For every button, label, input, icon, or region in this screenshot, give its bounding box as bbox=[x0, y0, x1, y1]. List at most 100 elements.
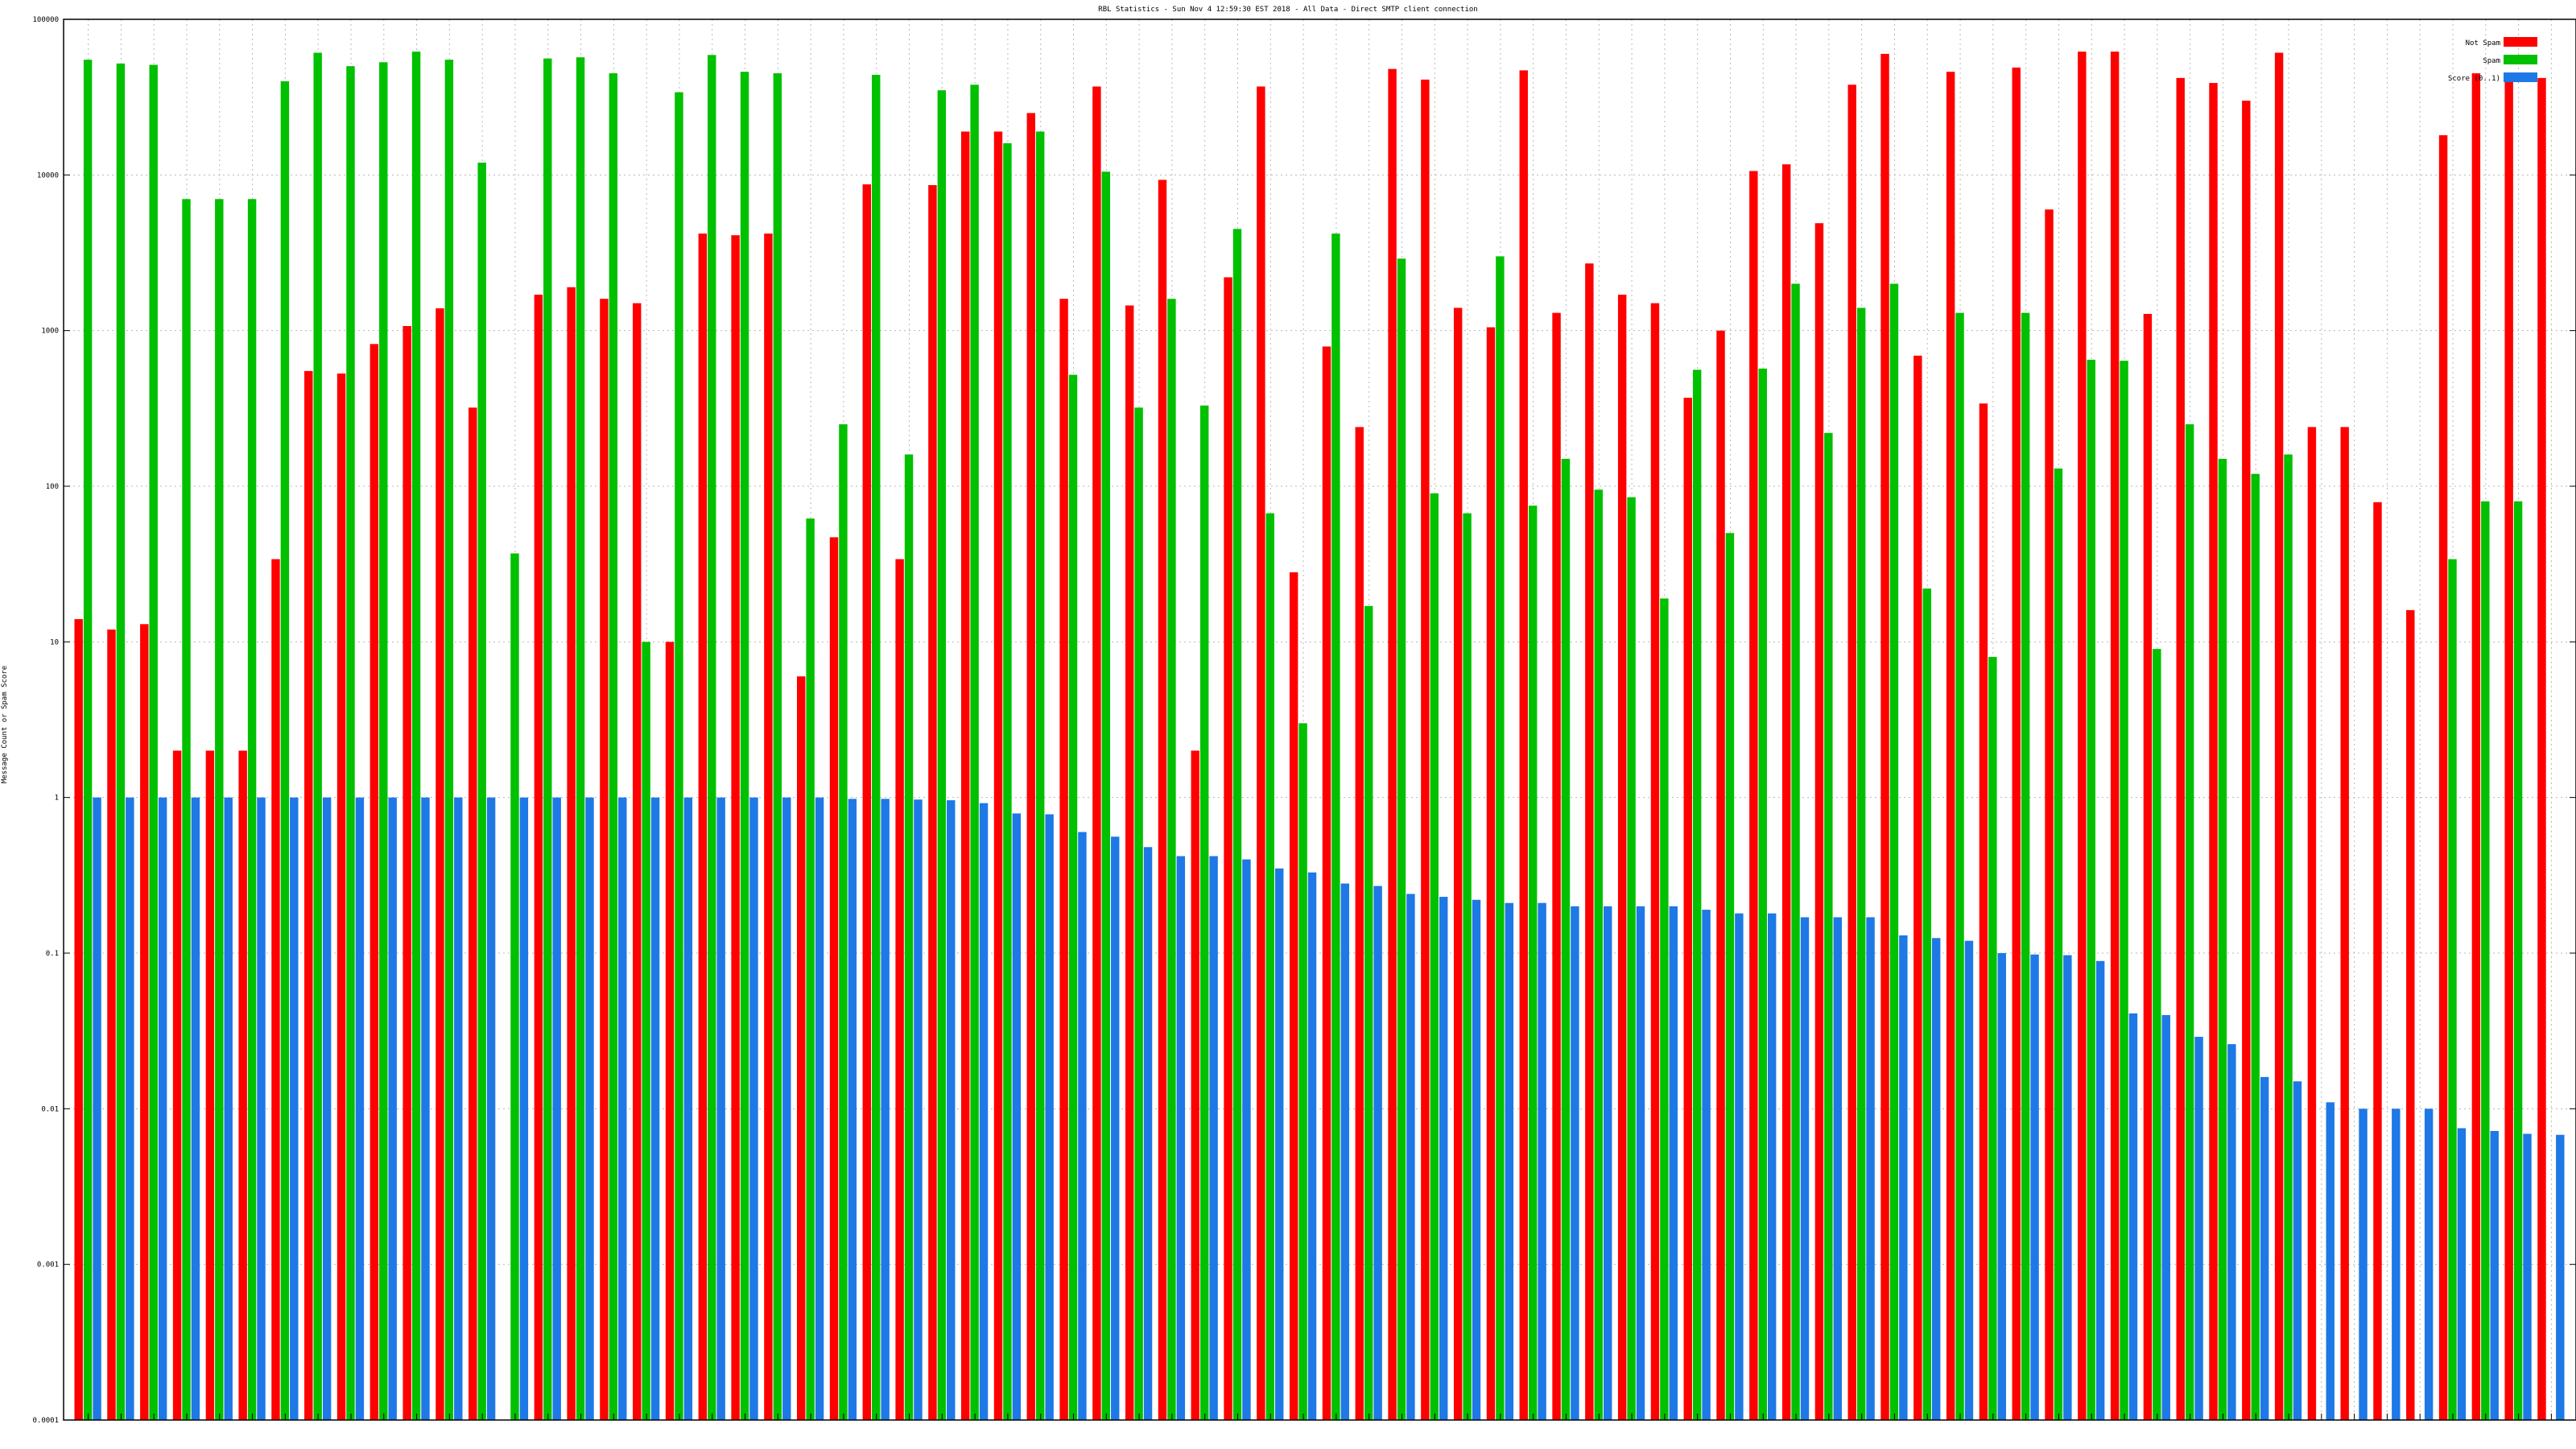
bar-score-0-1 bbox=[1636, 906, 1645, 1420]
bar-spam bbox=[904, 454, 914, 1420]
bar-spam bbox=[2120, 361, 2128, 1420]
bar-not-spam bbox=[1158, 180, 1167, 1420]
y-tick-label: 1000 bbox=[41, 328, 59, 336]
bar-not-spam bbox=[1979, 403, 1988, 1420]
legend-label: Score (0..1) bbox=[2448, 75, 2500, 83]
bar-spam bbox=[346, 66, 355, 1421]
bar-spam bbox=[2153, 649, 2161, 1420]
bar-score-0-1 bbox=[2063, 955, 2072, 1420]
bar-spam bbox=[1199, 405, 1209, 1421]
bar-score-0-1 bbox=[388, 797, 397, 1420]
bar-not-spam bbox=[731, 235, 740, 1421]
bar-score-0-1 bbox=[782, 797, 791, 1420]
y-tick-label: 0.0001 bbox=[32, 1417, 59, 1425]
bar-score-0-1 bbox=[257, 797, 266, 1420]
bar-not-spam bbox=[1716, 330, 1725, 1421]
bar-not-spam bbox=[993, 131, 1003, 1421]
bar-spam bbox=[839, 424, 848, 1420]
bar-score-0-1 bbox=[1242, 859, 1251, 1420]
bar-not-spam bbox=[1585, 263, 1594, 1421]
bar-not-spam bbox=[469, 407, 477, 1421]
bar-score-0-1 bbox=[1143, 847, 1153, 1420]
bar-score-0-1 bbox=[1275, 868, 1284, 1420]
y-tick-label: 100000 bbox=[32, 16, 59, 24]
bar-score-0-1 bbox=[126, 797, 134, 1420]
bar-not-spam bbox=[829, 537, 839, 1420]
y-tick-label: 0.001 bbox=[37, 1261, 59, 1269]
bar-spam bbox=[937, 90, 947, 1420]
bar-spam bbox=[1298, 723, 1307, 1420]
bar-score-0-1 bbox=[1767, 913, 1777, 1420]
bar-score-0-1 bbox=[1997, 953, 2006, 1420]
bar-spam bbox=[740, 72, 749, 1420]
legend-swatch bbox=[2504, 72, 2537, 82]
bar-score-0-1 bbox=[1307, 872, 1317, 1420]
bar-score-0-1 bbox=[1833, 917, 1842, 1420]
bar-spam bbox=[576, 57, 585, 1421]
chart-title: RBL Statistics - Sun Nov 4 12:59:30 EST … bbox=[1098, 6, 1477, 14]
bar-not-spam bbox=[2143, 313, 2153, 1420]
bar-not-spam bbox=[1322, 346, 1331, 1421]
bar-score-0-1 bbox=[1800, 917, 1810, 1420]
bar-not-spam bbox=[172, 750, 182, 1420]
bar-not-spam bbox=[1289, 572, 1298, 1420]
plot-frame bbox=[63, 19, 2576, 1421]
bar-not-spam bbox=[2110, 52, 2120, 1421]
bar-score-0-1 bbox=[2030, 954, 2039, 1420]
bar-score-0-1 bbox=[486, 797, 496, 1420]
bar-spam bbox=[83, 60, 93, 1421]
bar-not-spam bbox=[698, 233, 708, 1420]
bar-score-0-1 bbox=[2359, 1108, 2368, 1420]
bar-not-spam bbox=[271, 559, 280, 1420]
bar-spam bbox=[1791, 283, 1800, 1420]
bar-score-0-1 bbox=[1538, 902, 1546, 1420]
bar-score-0-1 bbox=[2556, 1134, 2565, 1420]
bar-score-0-1 bbox=[881, 799, 890, 1420]
bar-spam bbox=[609, 73, 618, 1421]
bar-score-0-1 bbox=[2523, 1133, 2532, 1420]
bar-score-0-1 bbox=[355, 797, 365, 1420]
bar-score-0-1 bbox=[1899, 935, 1908, 1420]
bar-not-spam bbox=[1814, 223, 1824, 1420]
bar-not-spam bbox=[567, 287, 576, 1420]
bar-score-0-1 bbox=[158, 797, 167, 1420]
bar-not-spam bbox=[1880, 53, 1889, 1421]
bar-not-spam bbox=[2307, 427, 2317, 1421]
bar-spam bbox=[970, 85, 979, 1421]
bar-not-spam bbox=[2471, 73, 2481, 1421]
bar-spam bbox=[1265, 513, 1275, 1421]
bar-not-spam bbox=[600, 299, 609, 1420]
bar-score-0-1 bbox=[585, 797, 594, 1420]
bar-spam bbox=[2251, 473, 2260, 1420]
bar-not-spam bbox=[140, 624, 149, 1420]
bar-not-spam bbox=[1617, 295, 1627, 1420]
bar-not-spam bbox=[2078, 52, 2087, 1421]
y-tick-label: 100 bbox=[46, 483, 59, 491]
bar-not-spam bbox=[1388, 68, 1397, 1420]
bar-score-0-1 bbox=[947, 800, 956, 1420]
bar-spam bbox=[806, 518, 815, 1420]
bar-score-0-1 bbox=[749, 797, 758, 1420]
bar-not-spam bbox=[1913, 355, 1922, 1420]
bar-spam bbox=[1068, 374, 1078, 1420]
bar-not-spam bbox=[764, 233, 773, 1420]
bar-spam bbox=[1101, 171, 1111, 1421]
bar-not-spam bbox=[1683, 398, 1692, 1420]
bar-score-0-1 bbox=[2227, 1044, 2236, 1420]
bar-not-spam bbox=[402, 325, 411, 1420]
bar-score-0-1 bbox=[2293, 1081, 2302, 1420]
bars bbox=[74, 52, 2565, 1421]
bar-not-spam bbox=[665, 642, 675, 1420]
y-tick-label: 10 bbox=[50, 638, 59, 646]
bar-spam bbox=[1692, 369, 1702, 1420]
bar-score-0-1 bbox=[2260, 1076, 2269, 1420]
bar-score-0-1 bbox=[2424, 1108, 2434, 1420]
bar-spam bbox=[1627, 497, 1636, 1420]
bar-not-spam bbox=[369, 344, 379, 1420]
bar-score-0-1 bbox=[1505, 902, 1514, 1420]
bar-score-0-1 bbox=[1209, 856, 1218, 1420]
bar-spam bbox=[477, 163, 486, 1421]
bar-spam bbox=[1331, 233, 1340, 1420]
bar-spam bbox=[2185, 424, 2194, 1420]
bar-spam bbox=[1496, 256, 1505, 1420]
